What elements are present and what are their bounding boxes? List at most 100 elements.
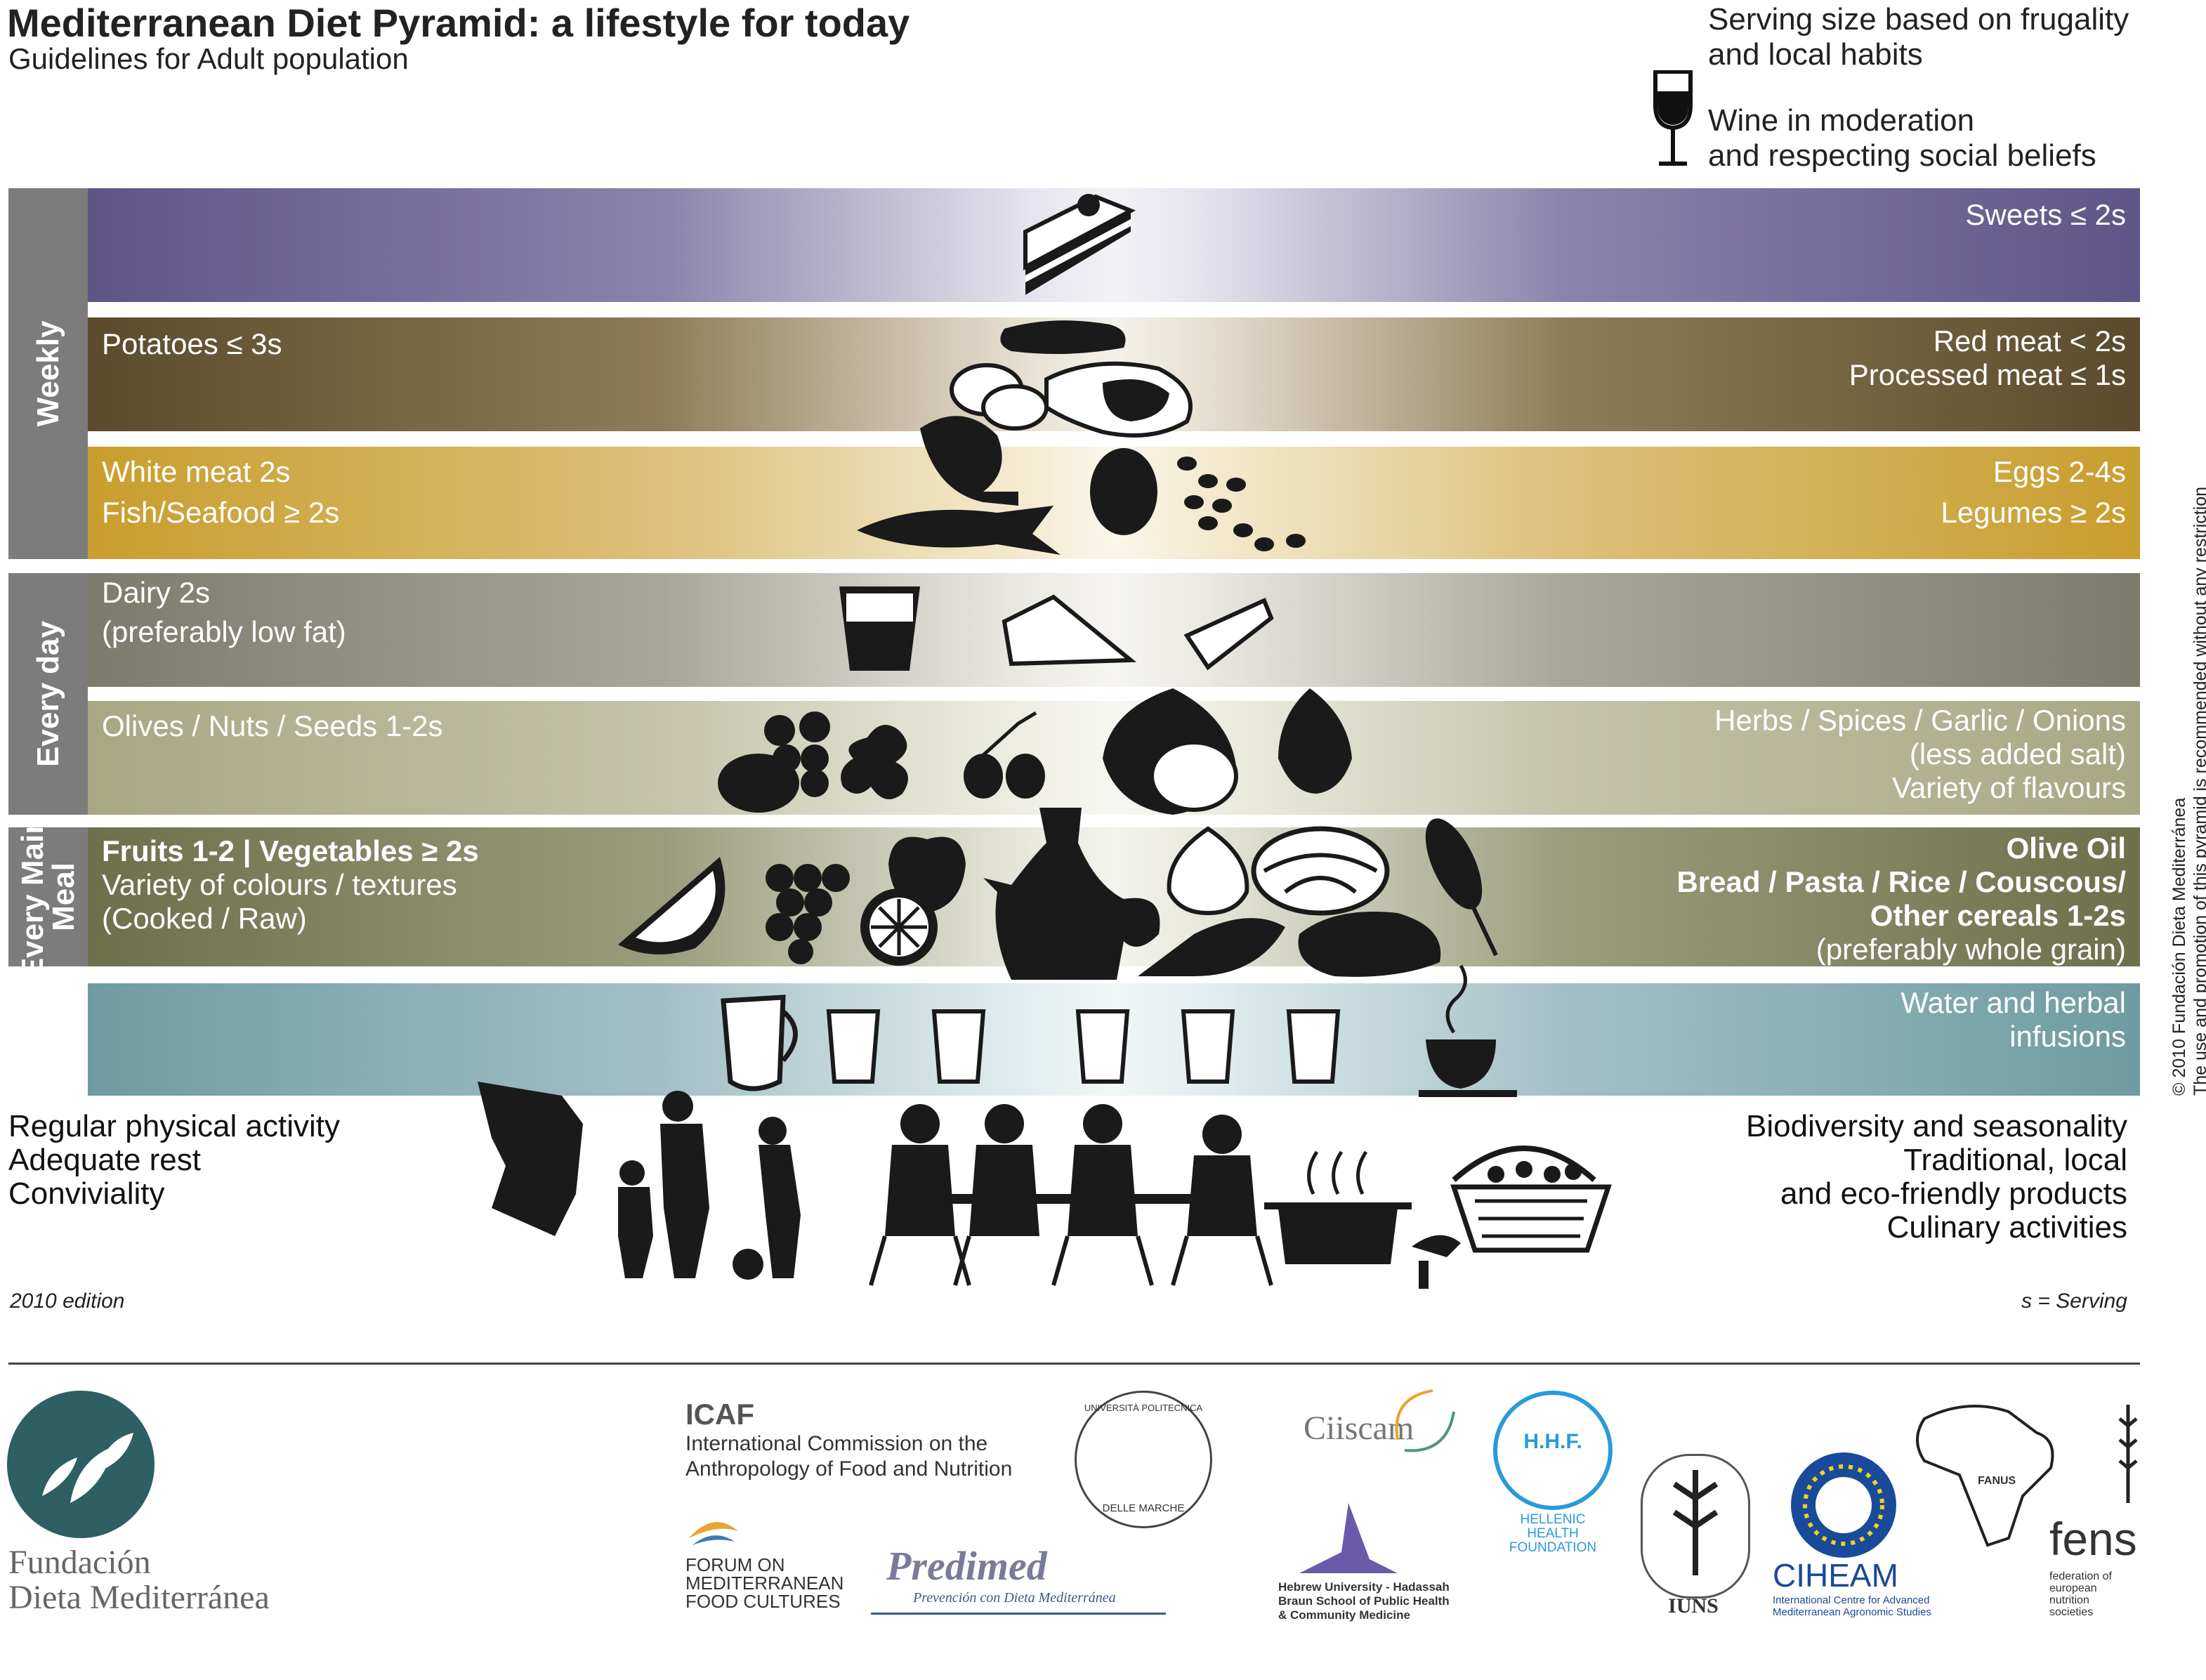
serving-legend-line2: and local habits <box>1708 37 1923 72</box>
icaf-line1: International Commission on the <box>685 1432 988 1455</box>
univpm-bottom: DELLE MARCHE <box>1102 1502 1185 1514</box>
hebrew-line3: & Community Medicine <box>1278 1608 1410 1622</box>
dairy-label: Dairy 2s <box>102 576 211 609</box>
forum-logo-icon <box>685 1510 742 1552</box>
flavours-note: Variety of flavours <box>1891 771 2126 804</box>
chicken-leg-icon <box>920 416 1018 506</box>
water-glass-icon <box>826 1009 1341 1084</box>
cheese-icon <box>1002 594 1274 671</box>
hebrew-line2: Braun School of Public Health <box>1278 1594 1450 1608</box>
univpm-top: UNIVERSITÀ POLITECNICA <box>1084 1403 1203 1413</box>
fruits-cooked-note: (Cooked / Raw) <box>102 902 307 935</box>
base-right-line4: Culinary activities <box>1886 1210 2127 1245</box>
dairy-note: (preferably low fat) <box>102 615 346 648</box>
onion-icon <box>1103 688 1238 815</box>
forum-line1: FORUM ON <box>685 1554 785 1575</box>
predimed-rule <box>871 1613 1166 1615</box>
fens-line2: european <box>2049 1582 2097 1594</box>
hhf-line3: FOUNDATION <box>1509 1540 1597 1555</box>
iuns-wheat-icon <box>1641 1454 1750 1599</box>
fens-line1: federation of <box>2049 1570 2112 1582</box>
potatoes-icon <box>950 363 1049 431</box>
fruits-variety-note: Variety of colours / textures <box>102 868 457 901</box>
base-left-line1: Regular physical activity <box>8 1109 340 1143</box>
cooking-pot-icon <box>1264 1150 1412 1264</box>
steak-icon <box>1044 361 1193 438</box>
chard-icon <box>1138 918 1285 976</box>
ciheam-line1: International Centre for Advanced <box>1773 1594 1930 1606</box>
herbs-label: Herbs / Spices / Garlic / Onions <box>1714 704 2126 737</box>
hhf-seal-icon: H.H.F. <box>1493 1391 1613 1510</box>
processed-meat-label: Processed meat ≤ 1s <box>1849 358 2126 391</box>
base-left-line2: Adequate rest <box>8 1143 201 1177</box>
side-tab-every-day: Every day <box>8 573 88 815</box>
mushrooms-icon <box>1412 1235 1461 1289</box>
eggs-label: Eggs 2-4s <box>1992 455 2126 488</box>
icaf-line2: Anthropology of Food and Nutrition <box>685 1457 1013 1481</box>
forum-line2: MEDITERRANEAN <box>685 1573 844 1594</box>
pitcher-icon <box>721 995 798 1091</box>
fens-wheat-icon <box>2114 1398 2142 1510</box>
basket-icon <box>1450 1146 1612 1253</box>
fens-abbr: fens <box>2049 1513 2137 1565</box>
hebrew-line1: Hebrew University - Hadassah <box>1278 1580 1450 1594</box>
legumes-label: Legumes ≥ 2s <box>1941 496 2126 529</box>
whole-grain-note: (preferably whole grain) <box>1816 933 2126 966</box>
cabbage-icon <box>1251 826 1390 916</box>
hebrew-univ-icon <box>1292 1489 1405 1587</box>
olives-label: Olives / Nuts / Seeds 1-2s <box>102 709 443 742</box>
hhf-abbr: H.H.F. <box>1523 1430 1582 1453</box>
serving-legend-line1: Serving size based on frugality <box>1708 2 2129 37</box>
olives-icon <box>964 711 1045 799</box>
ciheam-line2: Mediterranean Agronomic Studies <box>1773 1606 1931 1618</box>
cereals-label: Other cereals 1-2s <box>1870 899 2126 932</box>
side-tab-weekly: Weekly <box>8 188 88 559</box>
fdm-logo-icon <box>0 1384 162 1545</box>
parsley-icon <box>841 725 908 799</box>
ciheam-name: CIHEAM <box>1773 1557 1898 1594</box>
page-subtitle: Guidelines for Adult population <box>8 42 409 75</box>
band-dairy: Dairy 2s (preferably low fat) <box>88 573 2140 687</box>
hhf-line2: HEALTH <box>1527 1526 1579 1541</box>
salt-note: (less added salt) <box>1909 737 2126 770</box>
side-tab-every-main-meal: Every Main Meal <box>8 815 88 978</box>
wheat-icon <box>1425 818 1498 957</box>
family-dinner-icon <box>869 1104 1273 1286</box>
forum-line3: FOOD CULTURES <box>685 1591 841 1612</box>
olive-oil-label: Olive Oil <box>2006 832 2126 865</box>
icaf-abbr: ICAF <box>685 1398 754 1431</box>
white-meat-label: White meat 2s <box>102 455 291 488</box>
cake-icon <box>1023 194 1136 295</box>
copyright-line1: © 2010 Fundación Dieta Mediterránea <box>2169 797 2189 1096</box>
wine-legend-line1: Wine in moderation <box>1708 103 1975 138</box>
base-right-line3: and eco-friendly products <box>1780 1176 2127 1211</box>
ciheam-seal-icon <box>1791 1452 1896 1558</box>
artichoke-icon <box>1167 826 1249 916</box>
copyright-line2: The use and promotion of this pyramid is… <box>2191 486 2206 1096</box>
fdm-name-line2: Dieta Mediterránea <box>8 1579 270 1616</box>
base-right-line1: Biodiversity and seasonality <box>1746 1109 2127 1143</box>
olive-oil-jug-icon <box>983 808 1160 980</box>
bread-label: Bread / Pasta / Rice / Couscous/ <box>1676 865 2126 898</box>
water-label-line1: Water and herbal <box>1900 986 2126 1019</box>
beans-icon <box>1177 457 1306 551</box>
base-left-line3: Conviviality <box>8 1176 165 1211</box>
egg-icon <box>1090 448 1157 535</box>
potatoes-label: Potatoes ≤ 3s <box>102 327 282 360</box>
fens-line3: nutrition <box>2049 1594 2089 1606</box>
sausage-icon <box>1000 320 1126 354</box>
fdm-name-line1: Fundación <box>8 1544 151 1581</box>
footer-divider <box>8 1363 2140 1365</box>
wine-legend-line2: and respecting social beliefs <box>1708 138 2096 173</box>
grapes-icon <box>766 864 850 964</box>
bread-icon <box>1298 912 1441 977</box>
nuts-icon <box>718 711 830 813</box>
sweets-label: Sweets ≤ 2s <box>1965 198 2126 231</box>
base-right-line2: Traditional, local <box>1903 1143 2127 1177</box>
tea-cup-icon <box>1419 964 1517 1097</box>
water-label-line2: infusions <box>2009 1020 2126 1053</box>
orange-slice-icon <box>860 888 938 966</box>
univpm-seal-icon: UNIVERSITÀ POLITECNICA DELLE MARCHE <box>1075 1391 1212 1528</box>
page-title: Mediterranean Diet Pyramid: a lifestyle … <box>7 1 910 45</box>
edition-label: 2010 edition <box>10 1289 125 1313</box>
